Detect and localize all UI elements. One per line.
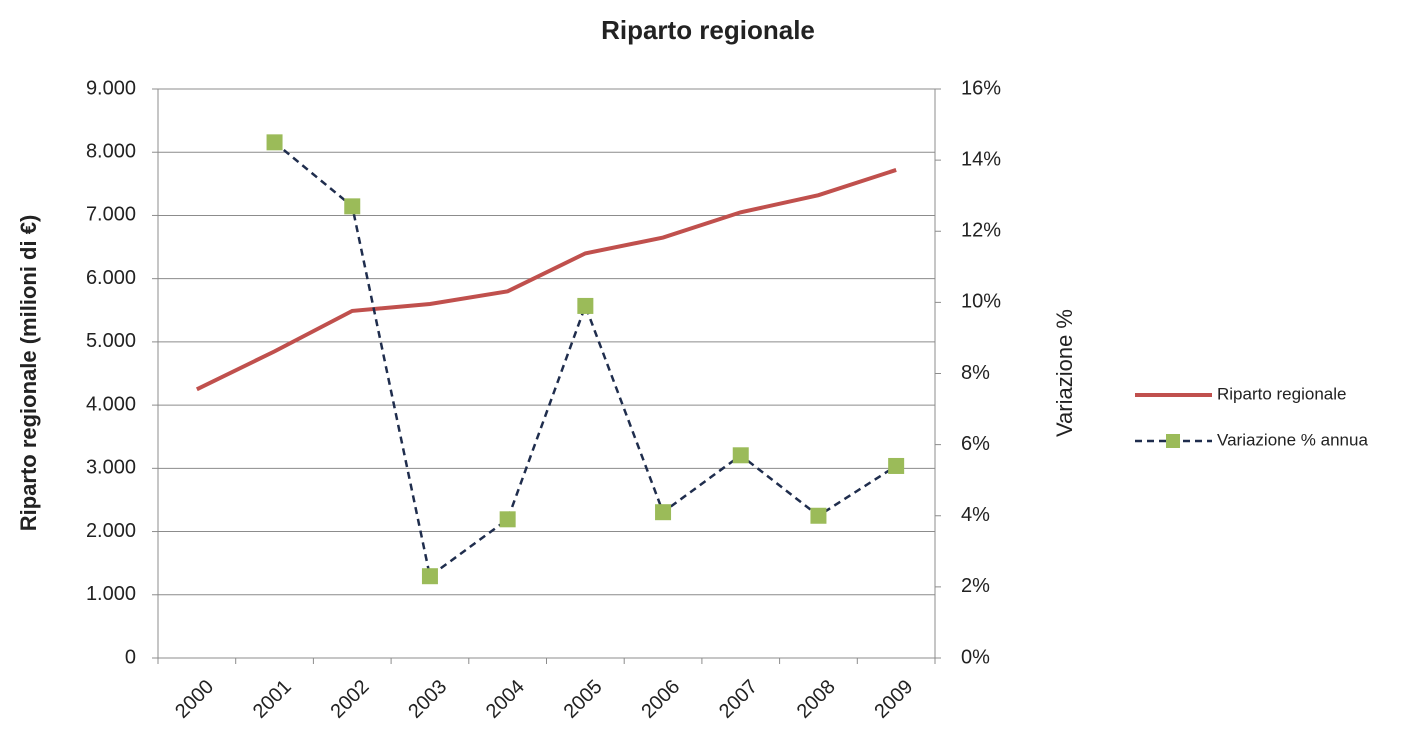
legend-marker xyxy=(1166,434,1180,448)
y-tick-label: 4.000 xyxy=(86,393,136,415)
legend-label: Riparto regionale xyxy=(1217,384,1346,403)
y-tick-label: 2.000 xyxy=(86,520,136,542)
y2-tick-label: 2% xyxy=(961,575,990,597)
y-tick-label: 6.000 xyxy=(86,267,136,289)
y-tick-label: 3.000 xyxy=(86,457,136,479)
x-tick-label: 2009 xyxy=(870,676,917,723)
marker xyxy=(499,511,516,528)
y-tick-label: 1.000 xyxy=(86,583,136,605)
marker xyxy=(888,457,905,474)
y2-tick-label: 4% xyxy=(961,504,990,526)
x-tick-label: 2005 xyxy=(560,676,607,723)
y-axis-title: Riparto regionale (milioni di €) xyxy=(16,215,41,532)
marker xyxy=(421,568,438,585)
legend-label: Variazione % annua xyxy=(1217,430,1368,449)
marker xyxy=(344,198,361,215)
x-tick-label: 2008 xyxy=(793,676,840,723)
y2-tick-label: 6% xyxy=(961,433,990,455)
x-tick-label: 2000 xyxy=(171,676,218,723)
y-tick-label: 5.000 xyxy=(86,330,136,352)
y-tick-label: 9.000 xyxy=(86,77,136,99)
y2-axis-title: Variazione % xyxy=(1052,309,1077,437)
y2-tick-label: 12% xyxy=(961,220,1001,242)
x-tick-label: 2006 xyxy=(637,676,684,723)
marker xyxy=(732,447,749,464)
x-tick-label: 2002 xyxy=(326,676,373,723)
y2-tick-label: 10% xyxy=(961,291,1001,313)
marker xyxy=(266,134,283,151)
y2-tick-label: 0% xyxy=(961,646,990,668)
y-tick-label: 8.000 xyxy=(86,141,136,163)
marker xyxy=(577,297,594,314)
y-tick-label: 0 xyxy=(125,646,136,668)
marker xyxy=(810,507,827,524)
y2-tick-label: 14% xyxy=(961,148,1001,170)
y2-tick-label: 8% xyxy=(961,362,990,384)
marker xyxy=(655,504,672,521)
x-tick-label: 2003 xyxy=(404,676,451,723)
chart-title: Riparto regionale xyxy=(601,15,815,45)
series-line xyxy=(195,168,897,392)
x-tick-label: 2004 xyxy=(482,676,529,723)
series-line xyxy=(273,141,897,579)
y2-tick-label: 16% xyxy=(961,77,1001,99)
y-tick-label: 7.000 xyxy=(86,204,136,226)
x-tick-label: 2001 xyxy=(249,676,296,723)
x-tick-label: 2007 xyxy=(715,676,762,723)
